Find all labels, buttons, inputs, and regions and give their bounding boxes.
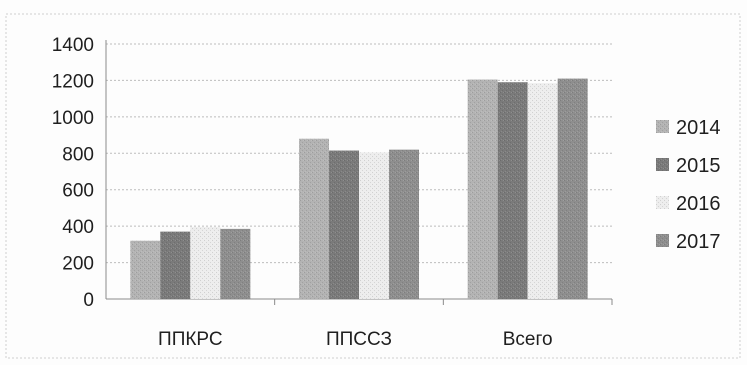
y-tick-label: 400 [62, 217, 94, 238]
y-tick-label: 1400 [52, 35, 94, 56]
x-category-label: ППССЗ [326, 329, 392, 350]
bar-texture [220, 228, 251, 299]
legend-label-2014: 2014 [676, 117, 721, 139]
x-category-label: Всего [503, 329, 553, 350]
y-tick-label: 200 [62, 254, 94, 275]
x-category-label: ППКРС [158, 329, 223, 350]
legend-label-2016: 2016 [676, 193, 721, 215]
legend-swatch-texture [656, 196, 669, 209]
chart-frame [5, 13, 741, 359]
bar-texture [527, 83, 558, 300]
legend-swatch-texture [656, 158, 669, 171]
y-tick-labels: 0 200 400 600 800 1000 1200 1400 [52, 35, 94, 311]
bar-texture [557, 78, 588, 299]
bar-texture [160, 231, 191, 299]
bars [130, 78, 588, 300]
bar-texture [130, 240, 161, 299]
bar-texture [497, 82, 528, 299]
y-tick-label: 1000 [52, 108, 94, 129]
legend-label-2017: 2017 [676, 231, 721, 253]
y-tick-label: 600 [62, 181, 94, 202]
legend-swatch-texture [656, 234, 669, 247]
y-tick-label: 0 [83, 290, 94, 311]
bar-texture [190, 227, 221, 299]
bar-texture [299, 138, 329, 299]
legend-swatch-texture [656, 120, 669, 133]
legend-label-2015: 2015 [676, 155, 721, 177]
bar-texture [389, 149, 419, 299]
y-tick-label: 800 [62, 144, 94, 165]
bar-texture [359, 152, 389, 299]
legend: 2014 2015 2016 2017 [656, 117, 721, 253]
y-tick-label: 1200 [52, 71, 94, 92]
bar-texture [329, 150, 359, 299]
bar-texture [467, 79, 498, 300]
x-category-labels: ППКРС ППССЗ Всего [158, 329, 553, 350]
